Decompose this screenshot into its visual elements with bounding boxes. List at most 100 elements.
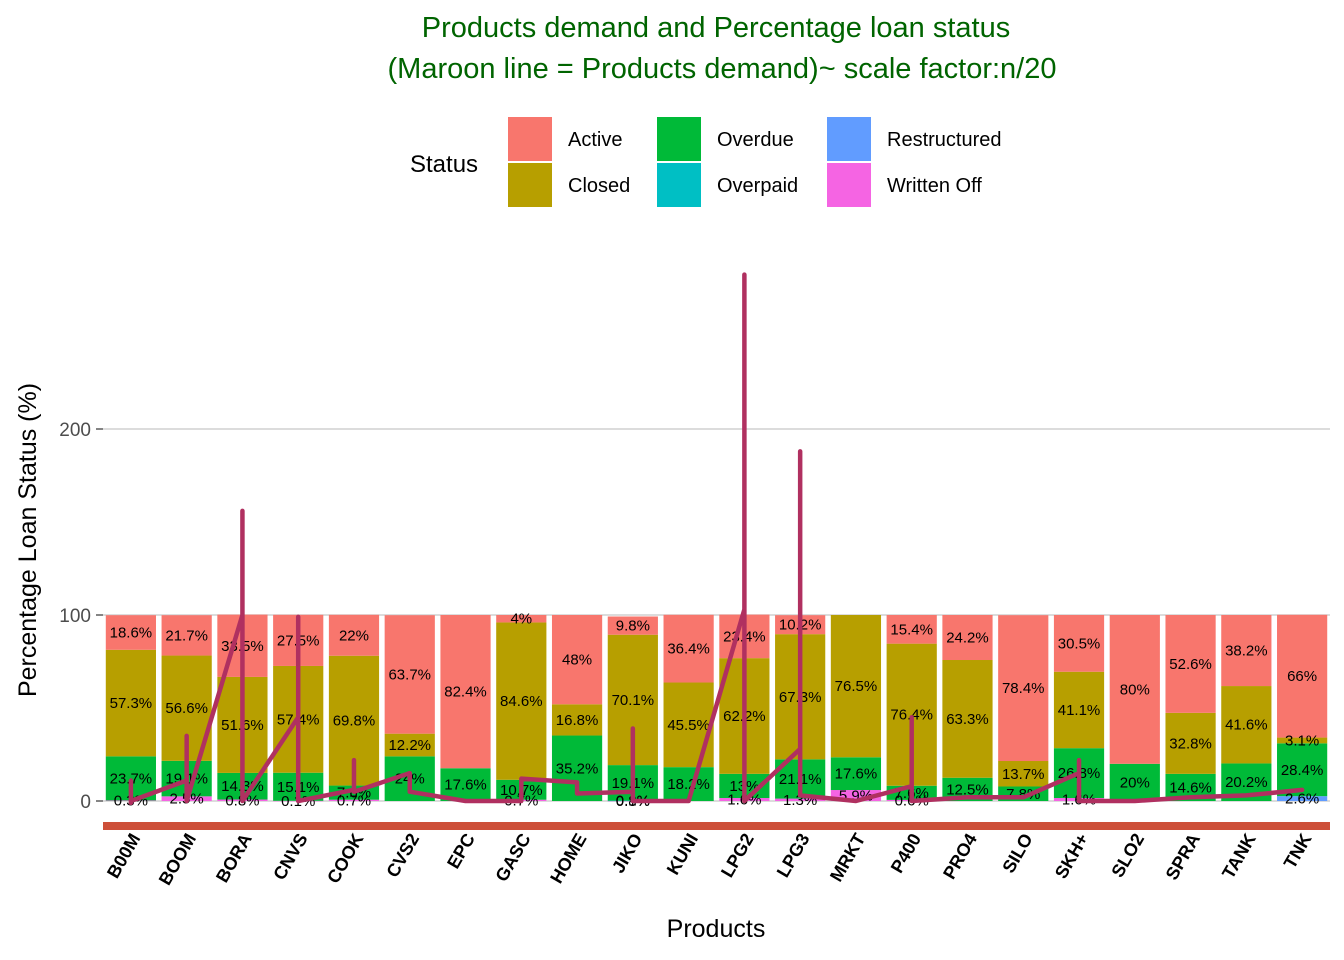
legend-key-overdue [657,117,701,161]
legend: Status Active Closed Overdue Overpaid Restru… [410,117,1002,207]
data-label-EPC-active: 82.4% [444,684,487,701]
x-tick-label-MRKT: MRKT [826,830,869,885]
bar-SLO2-active [1109,615,1160,764]
bar-GASC-closed [496,622,547,780]
bar-SPRA-closed [1165,712,1216,774]
bar-TNK-overdue [1277,743,1328,797]
legend-label-overdue: Overdue [717,129,794,151]
data-label-SPRA-active: 52.6% [1169,656,1212,673]
data-label-EPC-overdue: 17.6% [444,777,487,794]
legend-key-closed [508,163,552,207]
data-label-SILO-active: 78.4% [1002,680,1045,697]
data-label-KUNI-overdue: 18.2% [667,776,710,793]
x-axis-title: Products [667,915,766,943]
bar-LPG3-written-off [775,798,826,801]
x-tick-label-JIKO: JIKO [608,830,646,876]
x-tick-label-TANK: TANK [1218,830,1260,882]
x-tick-label-B00M: B00M [103,830,144,882]
y-tick-label-0: 0 [80,792,91,813]
data-label-TNK-restructured: 2.6% [1285,791,1319,808]
legend-key-written-off [827,163,871,207]
bar-GASC-active [496,615,547,623]
bar-SKH+-active [1053,615,1105,672]
data-label-SKH+-active: 30.5% [1058,635,1101,652]
data-label-TANK-active: 38.2% [1225,643,1268,660]
chart-subtitle: (Maroon line = Products demand)~ scale f… [388,53,1057,85]
data-label-SPRA-closed: 32.8% [1169,735,1212,752]
demand-line [128,272,1305,806]
data-label-SILO-closed: 13.7% [1002,766,1045,783]
x-tick-label-SLO2: SLO2 [1107,830,1148,881]
data-label-MRKT-overdue: 17.6% [835,766,878,783]
data-label-COOK-written-off: 0.7% [337,792,371,809]
baseline-band [103,822,1330,830]
data-label-TNK-closed: 3.1% [1285,732,1319,749]
bar-EPC-active [440,615,491,769]
data-label-TANK-overdue: 20.2% [1225,774,1268,791]
bar-KUNI-closed [663,682,714,768]
data-label-PRO4-closed: 63.3% [946,711,989,728]
bar-SILO-active [998,615,1049,762]
legend-label-closed: Closed [568,175,630,197]
x-tick-label-SPRA: SPRA [1162,830,1204,883]
x-tick-label-LPG2: LPG2 [717,830,758,881]
x-tick-label-PRO4: PRO4 [939,830,981,882]
legend-key-overpaid [657,163,701,207]
data-label-CVS2-active: 63.7% [388,666,431,683]
data-label-CVS2-closed: 12.2% [388,737,431,754]
bar-B00M-closed [105,649,156,757]
data-label-PRO4-overdue: 12.5% [946,781,989,798]
bar-SKH+-closed [1053,671,1105,749]
data-label-MRKT-closed: 76.5% [835,678,878,695]
bar-SILO-closed [998,761,1049,787]
bar-TNK-active [1277,614,1328,738]
bar-CVS2-closed [384,733,435,757]
demand-line-layer [128,272,1305,806]
chart-title: Products demand and Percentage loan stat… [422,12,1010,44]
bar-SLO2-overdue [1109,763,1160,801]
x-tick-label-EPC: EPC [443,830,479,872]
data-label-SLO2-overdue: 20% [1120,774,1150,791]
x-tick-label-CNVS: CNVS [269,830,311,883]
bar-CVS2-active [384,615,435,734]
bar-MRKT-overdue [830,757,882,791]
bar-MRKT-written-off [830,790,882,801]
data-label-TNK-active: 66% [1287,668,1317,685]
bar-TANK-closed [1221,686,1272,764]
x-tick-label-TNK: TNK [1280,830,1316,872]
data-label-GASC-closed: 84.6% [500,693,543,710]
data-label-PRO4-active: 24.2% [946,630,989,647]
y-axis-title: Percentage Loan Status (%) [14,383,42,697]
legend-label-active: Active [568,129,622,151]
bar-EPC-overdue [440,768,491,801]
legend-label-overpaid: Overpaid [717,175,798,197]
data-label-COOK-active: 22% [339,627,369,644]
data-label-SLO2-active: 80% [1120,681,1150,698]
x-tick-label-GASC: GASC [491,830,534,885]
data-label-BOOM-active: 21.7% [165,627,208,644]
x-tick-label-SKH+: SKH+ [1051,830,1093,882]
x-tick-label-BOOM: BOOM [155,830,200,888]
bar-P400-active [886,615,937,644]
y-tick-label-100: 100 [59,606,91,627]
bar-TNK-closed [1277,737,1328,744]
x-tick-label-BORA: BORA [212,830,256,886]
data-label-B00M-closed: 57.3% [110,695,153,712]
data-label-HOME-active: 48% [562,652,592,669]
data-label-KUNI-active: 36.4% [667,641,710,658]
x-axis: B00M BOOM BORA CNVS COOK CVS2 EPC GASC HOME JIKO K… [103,830,1316,888]
bar-SPRA-active [1165,615,1216,713]
data-label-GASC-active: 4% [510,611,532,628]
data-label-TANK-closed: 41.6% [1225,717,1268,734]
x-tick-label-SILO: SILO [998,830,1036,876]
bar-JIKO-active [607,616,658,635]
bar-KUNI-active [663,614,714,683]
data-label-COOK-closed: 69.8% [333,713,376,730]
bar-PRO4-active [942,615,993,661]
legend-title: Status [410,151,478,178]
x-tick-label-HOME: HOME [546,830,590,887]
legend-label-restructured: Restructured [887,129,1002,151]
bar-TNK-restructured [1277,796,1328,801]
bar-BOOM-active [161,615,212,656]
